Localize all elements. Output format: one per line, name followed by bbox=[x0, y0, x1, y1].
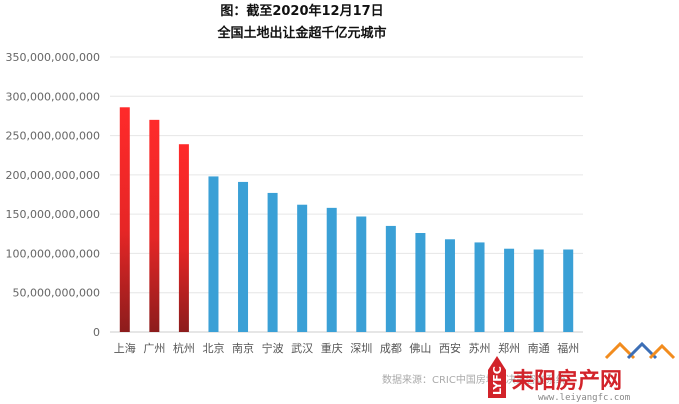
watermark-logo: LYFC 耒阳房产网 www.leiyangfc.com bbox=[488, 341, 676, 403]
x-category-label: 武汉 bbox=[291, 342, 313, 355]
x-category-label: 苏州 bbox=[469, 342, 491, 355]
watermark-name: 耒阳房产网 bbox=[512, 368, 622, 394]
bar bbox=[504, 248, 515, 332]
bar bbox=[415, 233, 426, 332]
y-tick-label: 100,000,000,000 bbox=[6, 247, 100, 260]
y-tick-label: 50,000,000,000 bbox=[13, 287, 100, 300]
y-axis-ticks: 0 50,000,000,000 100,000,000,000 150,000,00… bbox=[6, 51, 100, 339]
lyfc-badge-icon: LYFC bbox=[488, 356, 506, 398]
bar bbox=[119, 107, 130, 333]
bar bbox=[178, 144, 189, 332]
watermark-badge: LYFC bbox=[491, 366, 504, 395]
x-category-label: 宁波 bbox=[262, 341, 284, 355]
bar bbox=[267, 192, 278, 332]
x-axis-categories: 上海 广州 杭州 北京 南京 宁波 武汉 重庆 深圳 成都 佛山 西安 苏州 郑州 南通 福州 bbox=[114, 341, 579, 355]
x-category-label: 广州 bbox=[143, 342, 165, 355]
y-tick-label: 350,000,000,000 bbox=[6, 51, 100, 64]
bar bbox=[474, 242, 485, 332]
x-category-label: 福州 bbox=[557, 341, 579, 355]
y-tick-label: 200,000,000,000 bbox=[6, 169, 100, 182]
bar bbox=[385, 225, 396, 332]
x-category-label: 郑州 bbox=[498, 341, 520, 355]
chart-subtitle: 全国土地出让金超千亿元城市 bbox=[216, 25, 386, 41]
watermark-url: www.leiyangfc.com bbox=[538, 393, 630, 403]
bar bbox=[563, 249, 574, 332]
y-tick-label: 150,000,000,000 bbox=[6, 208, 100, 221]
x-category-label: 佛山 bbox=[409, 342, 431, 355]
x-category-label: 西安 bbox=[439, 341, 461, 355]
bar bbox=[533, 249, 544, 332]
house-roof-icon bbox=[604, 341, 676, 360]
x-category-label: 北京 bbox=[202, 341, 224, 355]
y-tick-label: 300,000,000,000 bbox=[6, 90, 100, 103]
bar bbox=[208, 176, 219, 332]
bar bbox=[356, 216, 367, 332]
bar bbox=[444, 239, 455, 332]
bars bbox=[119, 107, 574, 333]
x-category-label: 南通 bbox=[528, 342, 550, 355]
bar bbox=[297, 204, 308, 332]
x-category-label: 深圳 bbox=[350, 342, 372, 355]
x-category-label: 重庆 bbox=[321, 341, 343, 355]
chart-title: 图：截至2020年12月17日 bbox=[220, 3, 383, 19]
source-note: 数据来源：CRIC中国房地产决策咨询系统 bbox=[382, 373, 566, 386]
x-category-label: 上海 bbox=[114, 341, 136, 355]
bar bbox=[326, 207, 337, 332]
bar bbox=[238, 181, 249, 332]
x-category-label: 成都 bbox=[380, 342, 402, 355]
y-tick-label: 250,000,000,000 bbox=[6, 130, 100, 143]
x-category-label: 杭州 bbox=[173, 341, 195, 355]
x-category-label: 南京 bbox=[232, 341, 254, 355]
y-tick-label: 0 bbox=[93, 326, 100, 339]
bar bbox=[149, 119, 160, 332]
